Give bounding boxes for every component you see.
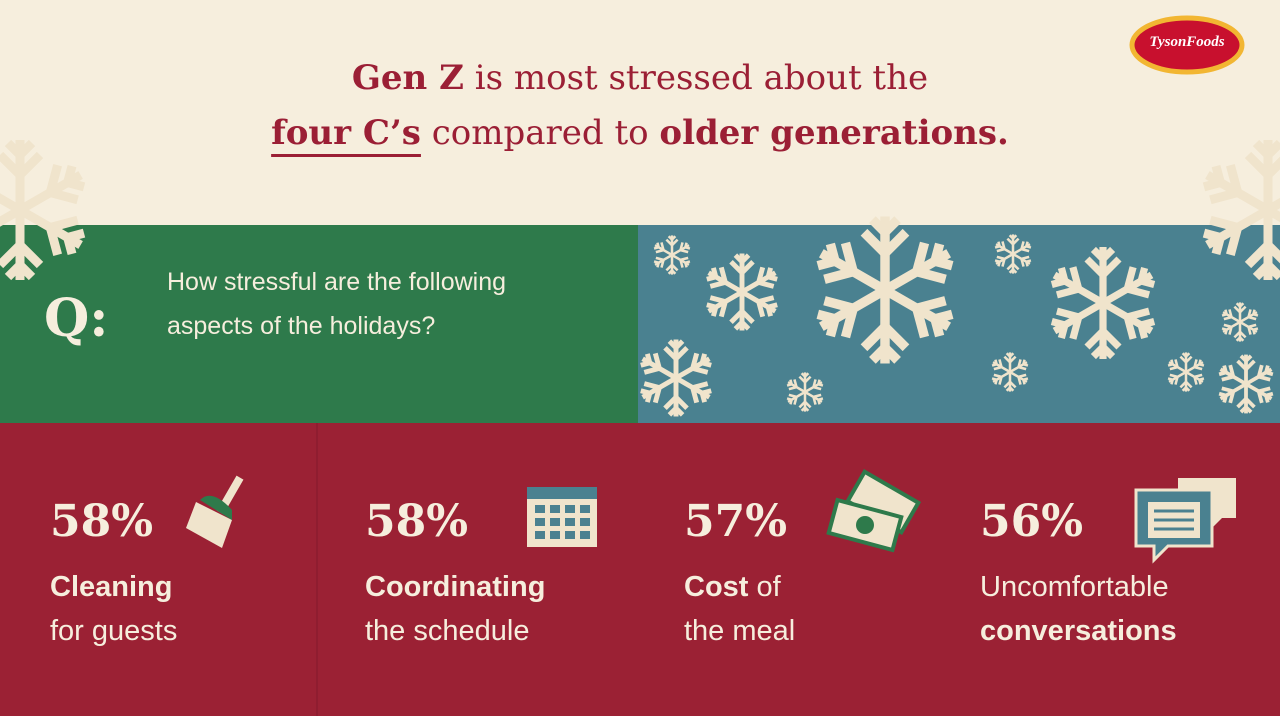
text-part: Gen Z xyxy=(351,58,464,98)
text-part: the schedule xyxy=(365,615,530,647)
calendar-icon xyxy=(527,487,597,547)
stat: 58% Cleaning for guests xyxy=(50,496,177,653)
label-line: conversations xyxy=(980,609,1177,653)
text-part: for guests xyxy=(50,615,178,647)
text-part: Cleaning xyxy=(50,571,173,603)
stat-value: 56% xyxy=(980,496,1084,547)
text-part: the meal xyxy=(684,615,796,647)
stat-label: Uncomfortable conversations xyxy=(980,565,1177,653)
stat-value: 58% xyxy=(50,496,154,547)
text-part: compared to xyxy=(420,113,660,153)
chat-icon xyxy=(1134,478,1236,564)
label-line: the meal xyxy=(684,609,795,653)
question-text: How stressful are the following aspects … xyxy=(167,268,507,340)
text-part: conversations xyxy=(980,615,1177,647)
broom-icon xyxy=(186,475,244,548)
text-part: of xyxy=(748,571,781,603)
label-line: the schedule xyxy=(365,609,545,653)
stat: 58% Coordinating the schedule xyxy=(365,496,545,653)
text-part: Coordinating xyxy=(365,571,546,603)
text-part: older generations. xyxy=(659,113,1009,153)
label-line: Uncomfortable xyxy=(980,565,1177,609)
title-line: four C’s compared to older generations. xyxy=(0,113,1280,153)
label-line: Cleaning xyxy=(50,565,177,609)
text-part: is most stressed about the xyxy=(463,58,929,98)
text-part: Cost xyxy=(684,571,749,603)
text-part: four C’s xyxy=(271,113,421,153)
stat: 56% Uncomfortable conversations xyxy=(980,496,1177,653)
label-line: Cost of xyxy=(684,565,795,609)
stat-label: Cost of the meal xyxy=(684,565,795,653)
stat-value: 58% xyxy=(365,496,469,547)
money-icon xyxy=(826,469,922,553)
label-line: Coordinating xyxy=(365,565,545,609)
logo: TysonFoods xyxy=(1149,34,1225,50)
text-part: Uncomfortable xyxy=(980,571,1169,603)
stat: 57% Cost of the meal xyxy=(684,496,795,653)
title-line: Gen Z is most stressed about the xyxy=(0,58,1280,98)
stat-value: 57% xyxy=(684,496,788,547)
stat-label: Coordinating the schedule xyxy=(365,565,545,653)
stat-label: Cleaning for guests xyxy=(50,565,177,653)
question-marker: Q: xyxy=(44,288,109,349)
label-line: for guests xyxy=(50,609,177,653)
